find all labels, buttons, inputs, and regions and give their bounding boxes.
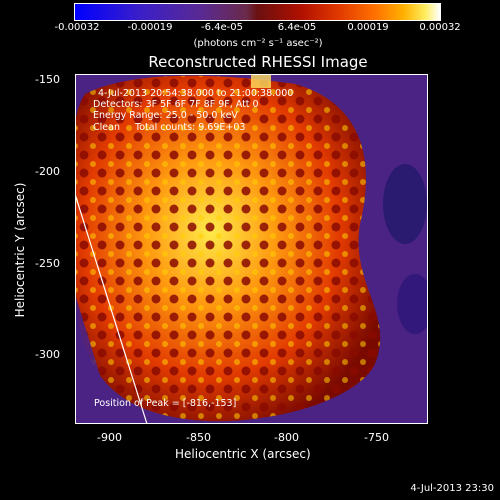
colorbar-tick-label: 6.4e-05 — [277, 22, 317, 33]
x-tick-label: -750 — [364, 431, 389, 444]
y-axis-title: Heliocentric Y (arcsec) — [13, 182, 27, 318]
energy-range-label: Energy Range: 25.0 - 50.0 keV — [93, 110, 238, 121]
x-axis-title: Heliocentric X (arcsec) — [175, 447, 311, 461]
colorbar — [74, 3, 441, 21]
colorbar-tick-label: -6.4e-05 — [201, 22, 243, 33]
clean-total-counts-label: Clean Total counts: 9.69E+03 — [93, 122, 246, 133]
y-tick-label: -150 — [35, 73, 60, 86]
y-tick-label: -250 — [35, 257, 60, 270]
colorbar-tick-label: 0.00032 — [419, 22, 461, 33]
peak-position-label: Position of Peak = [-816,-153] — [94, 398, 237, 409]
image-title: Reconstructed RHESSI Image — [148, 53, 368, 71]
rhessi-image-canvas — [75, 74, 428, 424]
time-range-label: 4-Jul-2013 20:54:38.000 to 21:00:38.000 — [98, 88, 294, 99]
x-tick-label: -800 — [274, 431, 299, 444]
footer-timestamp: 4-Jul-2013 23:30 — [410, 483, 494, 494]
rhessi-image — [75, 74, 428, 424]
colorbar-unit-label: (photons cm⁻² s⁻¹ asec⁻²) — [193, 38, 323, 49]
x-tick-label: -850 — [186, 431, 211, 444]
colorbar-tick-label: -0.00032 — [54, 22, 100, 33]
y-tick-label: -300 — [35, 348, 60, 361]
colorbar-tick-label: 0.00019 — [347, 22, 389, 33]
x-tick-label: -900 — [97, 431, 122, 444]
detectors-label: Detectors: 3F 5F 6F 7F 8F 9F, Att 0 — [93, 99, 259, 110]
colorbar-tick-label: -0.00019 — [127, 22, 173, 33]
y-tick-label: -200 — [35, 165, 60, 178]
